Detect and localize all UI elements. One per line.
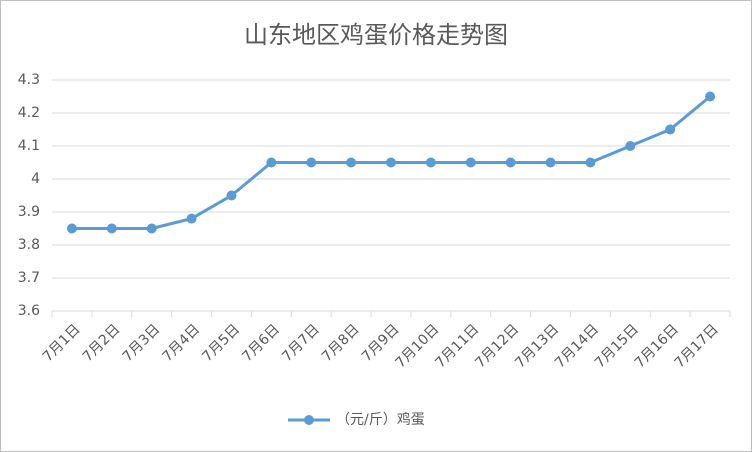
legend-marker (304, 415, 314, 425)
data-point (665, 124, 676, 135)
data-point (505, 157, 516, 168)
data-point (346, 157, 357, 168)
y-tick-label: 4.3 (18, 72, 40, 88)
chart-title: 山东地区鸡蛋价格走势图 (244, 21, 508, 49)
y-tick-label: 4.1 (18, 138, 40, 154)
data-point (585, 157, 596, 168)
data-point (306, 157, 317, 168)
data-point (106, 223, 117, 234)
legend-label: （元/斤）鸡蛋 (336, 411, 425, 428)
y-tick-label: 3.7 (18, 270, 40, 286)
data-point (146, 223, 157, 234)
data-point (186, 213, 197, 224)
data-point (266, 157, 277, 168)
data-point (545, 157, 556, 168)
data-point (226, 190, 237, 201)
data-point (425, 157, 436, 168)
y-tick-label: 3.9 (18, 204, 40, 220)
data-point (465, 157, 476, 168)
y-tick-label: 4 (31, 171, 40, 187)
data-point (705, 91, 716, 102)
data-point (386, 157, 396, 168)
y-tick-label: 3.6 (18, 303, 40, 319)
data-point (66, 223, 77, 234)
data-point (625, 141, 636, 151)
y-tick-label: 3.8 (18, 237, 40, 253)
y-tick-label: 4.2 (18, 105, 40, 121)
